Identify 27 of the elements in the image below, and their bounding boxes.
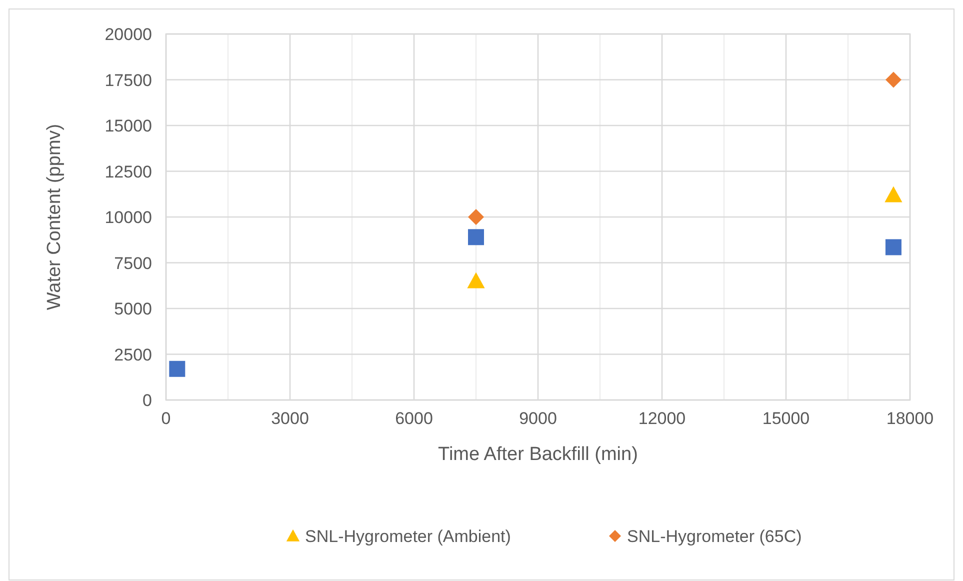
y-tick-label: 12500 (104, 162, 152, 182)
legend-label: SNL-Hygrometer (Ambient) (305, 527, 511, 546)
point (467, 272, 485, 288)
legend-label: SNL-Hygrometer (65C) (627, 527, 802, 546)
y-tick-label: 17500 (104, 70, 152, 90)
y-tick-label: 0 (142, 391, 152, 410)
y-tick-label: 2500 (114, 345, 152, 364)
point (169, 360, 186, 377)
y-tick-label: 5000 (114, 300, 152, 318)
y-axis-title: Water Content (ppmv) (44, 124, 65, 310)
y-tick-label: 15000 (104, 116, 152, 136)
y-tick-label: 10000 (104, 208, 152, 227)
point (468, 209, 484, 225)
x-tick-label: 15000 (762, 409, 810, 428)
x-tick-label: 3000 (271, 409, 309, 428)
point (468, 229, 484, 246)
point (885, 72, 902, 88)
x-axis-title: Time After Backfill (min) (438, 444, 638, 465)
point (885, 239, 902, 256)
x-tick-label: 6000 (395, 409, 433, 428)
x-tick-label: 9000 (519, 409, 557, 428)
point (884, 186, 902, 202)
x-tick-label: 12000 (638, 409, 686, 428)
y-tick-label: 7500 (114, 254, 152, 273)
x-tick-label: 0 (161, 409, 171, 428)
x-tick-label: 18000 (886, 409, 934, 428)
y-tick-label: 20000 (104, 25, 152, 44)
